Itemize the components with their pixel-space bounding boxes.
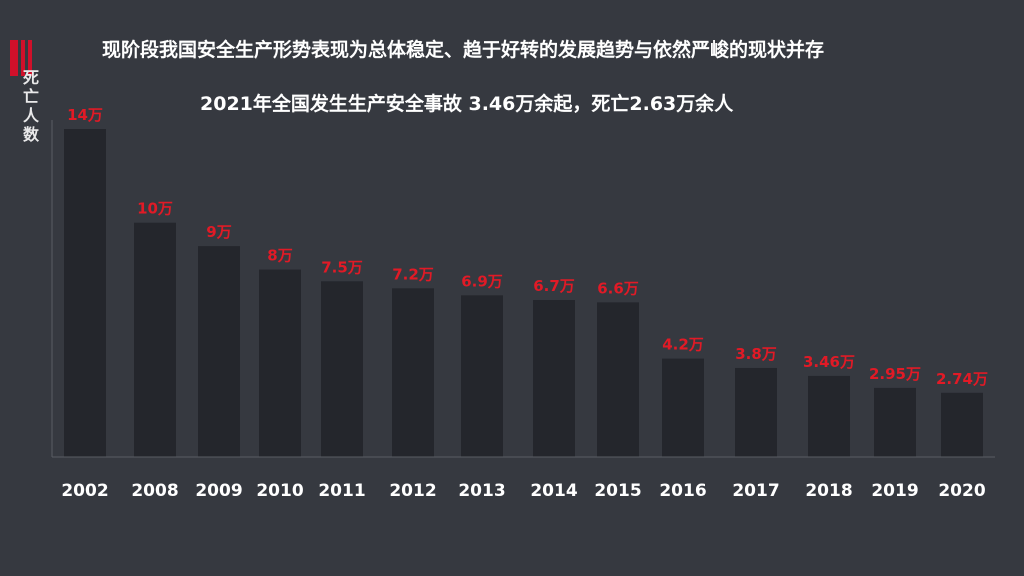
value-label-2008: 10万 (137, 200, 173, 218)
value-label-2018: 3.46万 (803, 353, 855, 371)
accent-bars-icon (10, 40, 40, 76)
x-tick-label-2014: 2014 (530, 481, 577, 501)
value-label-2009: 9万 (206, 223, 231, 241)
bar-2011 (321, 281, 363, 457)
value-label-2014: 6.7万 (533, 277, 575, 295)
x-tick-label-2010: 2010 (256, 481, 303, 501)
bar-2019 (874, 387, 916, 457)
bar-2014 (533, 300, 575, 457)
value-label-2020: 2.74万 (936, 370, 988, 388)
x-tick-label-2018: 2018 (805, 481, 852, 501)
page-subtitle: 2021年全国发生生产安全事故 3.46万余起，死亡2.63万余人 (200, 93, 734, 115)
bar-2015 (597, 302, 639, 457)
x-tick-label-2013: 2013 (458, 481, 505, 501)
value-label-2012: 7.2万 (392, 265, 434, 283)
x-tick-label-2015: 2015 (594, 481, 641, 501)
value-label-2010: 8万 (267, 247, 292, 265)
x-tick-label-2008: 2008 (131, 481, 178, 501)
x-tick-label-2019: 2019 (871, 481, 918, 501)
bar-2020 (941, 392, 983, 457)
bar-2010 (259, 269, 301, 457)
y-axis-label: 死亡人数 (22, 68, 39, 144)
bar-2002 (64, 129, 106, 457)
bar-2013 (461, 295, 503, 457)
labels-group: 14万 2002 10万 2008 9万 2009 8万 2010 7.5万 2011 7.2万 20… (61, 106, 988, 501)
value-label-2019: 2.95万 (869, 365, 921, 383)
x-tick-label-2002: 2002 (61, 481, 108, 501)
value-label-2015: 6.6万 (597, 279, 639, 297)
x-tick-label-2009: 2009 (195, 481, 242, 501)
x-tick-label-2012: 2012 (389, 481, 436, 501)
page-title: 现阶段我国安全生产形势表现为总体稳定、趋于好转的发展趋势与依然严峻的现状并存 (102, 39, 825, 61)
bar-2012 (392, 288, 434, 457)
bars-group (64, 129, 983, 457)
bar-2018 (808, 375, 850, 457)
x-tick-label-2020: 2020 (938, 481, 985, 501)
value-label-2017: 3.8万 (735, 345, 777, 363)
x-tick-label-2016: 2016 (659, 481, 706, 501)
x-tick-label-2011: 2011 (318, 481, 365, 501)
bar-2009 (198, 246, 240, 457)
bar-2017 (735, 367, 777, 457)
value-label-2002: 14万 (67, 106, 103, 124)
x-tick-label-2017: 2017 (732, 481, 779, 501)
bar-2016 (662, 358, 704, 457)
value-label-2011: 7.5万 (321, 258, 363, 276)
value-label-2013: 6.9万 (461, 272, 503, 290)
value-label-2016: 4.2万 (662, 336, 704, 354)
bar-2008 (134, 222, 176, 457)
